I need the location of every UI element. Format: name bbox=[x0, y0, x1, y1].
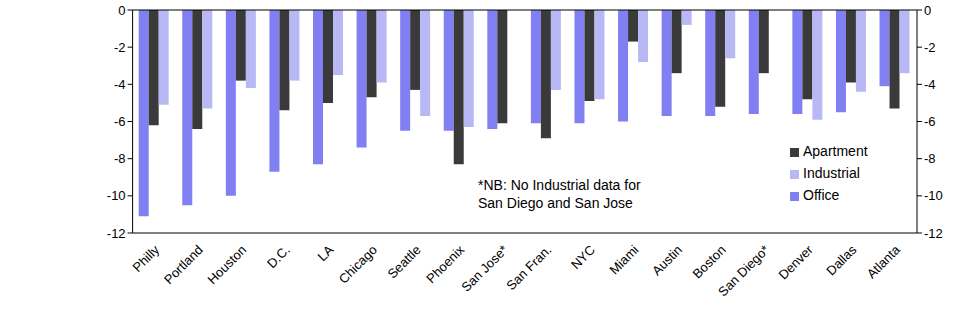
svg-text:-2: -2 bbox=[114, 40, 126, 55]
svg-text:-8: -8 bbox=[924, 151, 936, 166]
svg-text:Seattle: Seattle bbox=[384, 242, 423, 281]
svg-text:Philly: Philly bbox=[130, 242, 163, 275]
svg-text:Denver: Denver bbox=[776, 242, 817, 283]
svg-text:San Diego*: San Diego* bbox=[715, 242, 772, 299]
svg-text:-4: -4 bbox=[114, 77, 126, 92]
svg-text:D.C.: D.C. bbox=[264, 242, 293, 271]
svg-text:-4: -4 bbox=[924, 77, 936, 92]
svg-text:Miami: Miami bbox=[606, 242, 641, 277]
svg-text:-10: -10 bbox=[924, 188, 943, 203]
svg-text:Portland: Portland bbox=[161, 242, 206, 287]
svg-text:-2: -2 bbox=[924, 40, 936, 55]
svg-text:-12: -12 bbox=[107, 226, 126, 241]
svg-text:NYC: NYC bbox=[568, 242, 598, 272]
svg-text:0: 0 bbox=[118, 3, 125, 18]
svg-text:Dallas: Dallas bbox=[823, 242, 860, 279]
html-text:*NB: No Industrial data for Sa: *NB: No Industrial data for San Diego an… bbox=[478, 177, 641, 211]
svg-text:-12: -12 bbox=[924, 226, 943, 241]
svg-text:Phoenix: Phoenix bbox=[423, 242, 467, 286]
svg-text:Austin: Austin bbox=[649, 242, 685, 278]
svg-text:-8: -8 bbox=[114, 151, 126, 166]
svg-text:LA: LA bbox=[315, 242, 337, 264]
svg-text:Chicago: Chicago bbox=[336, 242, 380, 286]
html-text:Industrial: Industrial bbox=[803, 165, 860, 181]
html-text:Apartment: Apartment bbox=[803, 143, 868, 159]
svg-text:-10: -10 bbox=[107, 188, 126, 203]
svg-text:Boston: Boston bbox=[689, 242, 728, 281]
svg-text:Houston: Houston bbox=[204, 242, 249, 287]
svg-text:-6: -6 bbox=[924, 114, 936, 129]
svg-text:-6: -6 bbox=[114, 114, 126, 129]
svg-text:San Fran.: San Fran. bbox=[503, 242, 554, 293]
svg-text:0: 0 bbox=[924, 3, 931, 18]
svg-text:San Jose*: San Jose* bbox=[458, 242, 511, 295]
html-text:Office: Office bbox=[803, 187, 840, 203]
svg-text:Atlanta: Atlanta bbox=[864, 242, 904, 282]
